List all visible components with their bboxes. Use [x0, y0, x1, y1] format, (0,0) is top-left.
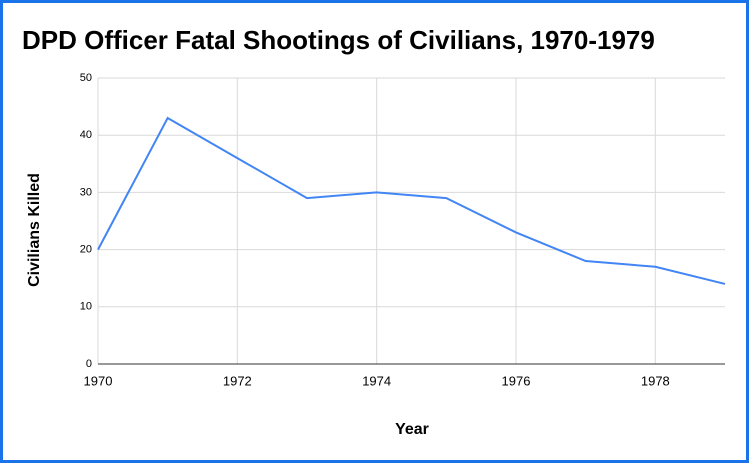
y-axis-label: Civilians Killed	[26, 173, 43, 287]
data-line	[97, 116, 726, 285]
x-tick-label: 1970	[84, 373, 113, 388]
x-tick-label: 1972	[223, 373, 252, 388]
x-tick-label: 1974	[362, 373, 391, 388]
x-axis-label: Year	[395, 421, 429, 438]
y-tick-label: 30	[80, 186, 92, 198]
y-tick-label: 50	[80, 72, 92, 84]
y-tick-label: 20	[80, 244, 92, 256]
y-tick-label: 40	[80, 129, 92, 141]
y-tick-label: 10	[80, 301, 92, 313]
chart-title: DPD Officer Fatal Shootings of Civilians…	[22, 25, 655, 55]
x-tick-label: 1978	[641, 373, 670, 388]
y-tick-label: 0	[86, 358, 92, 370]
x-tick-label: 1976	[502, 373, 531, 388]
